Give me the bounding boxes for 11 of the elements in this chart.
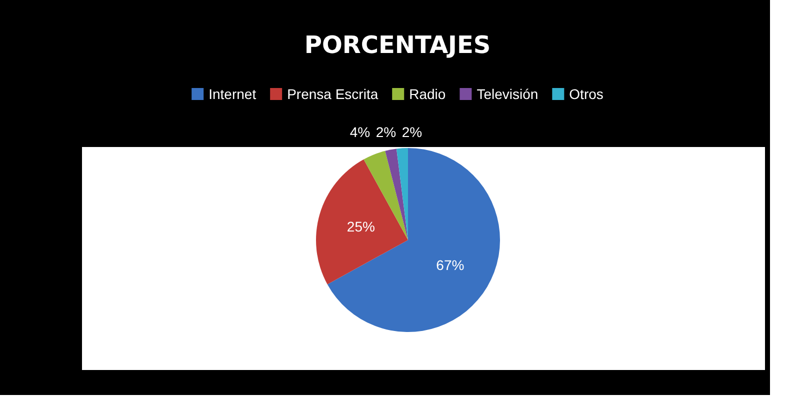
legend-label: Internet bbox=[208, 86, 256, 102]
data-label: 67% bbox=[436, 256, 464, 273]
legend-label: Radio bbox=[409, 86, 446, 102]
legend-label: Televisión bbox=[476, 86, 538, 102]
chart-title: PORCENTAJES bbox=[304, 31, 491, 59]
data-label: 25% bbox=[346, 218, 375, 234]
legend-label: Otros bbox=[569, 86, 604, 102]
legend-label: Prensa Escrita bbox=[287, 86, 378, 102]
data-label: 2% bbox=[376, 124, 396, 140]
data-label: 4% bbox=[350, 124, 370, 140]
data-label: 2% bbox=[402, 124, 422, 140]
